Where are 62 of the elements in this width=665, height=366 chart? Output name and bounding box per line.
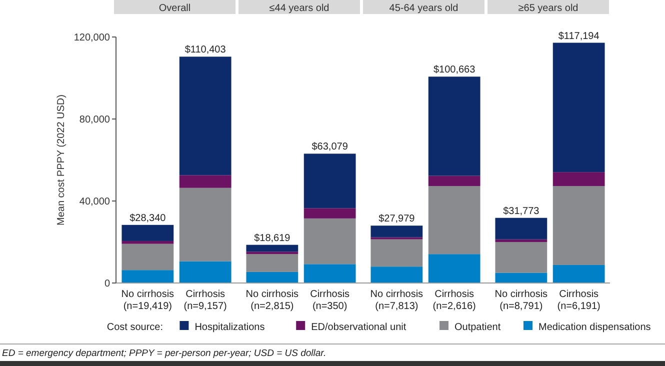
bar: [122, 244, 174, 270]
bar: [495, 239, 548, 242]
total-label: $63,079: [312, 142, 348, 153]
total-label: $117,194: [558, 30, 600, 42]
bar: [304, 264, 356, 283]
chart-title: ≥65 years old: [518, 3, 578, 14]
bar: [552, 42, 605, 172]
bar: [304, 154, 356, 208]
bar: [370, 239, 423, 267]
legend-label: ED/observational unit: [311, 322, 406, 333]
legend-label: Medication dispensations: [538, 322, 651, 333]
chart-title: ≤44 years old: [269, 3, 330, 14]
x-tick-label: No cirrhosis (n=7,813): [370, 289, 424, 312]
bar: [246, 244, 298, 252]
x-tick-label: No cirrhosis (n=2,815): [246, 289, 299, 312]
bar: [246, 254, 298, 272]
bar: [122, 224, 174, 241]
bar: [552, 264, 605, 283]
legend-label: Hospitalizations: [194, 322, 265, 333]
chart-title: Overall: [158, 3, 191, 14]
bar: [122, 240, 174, 244]
bar: [552, 172, 605, 186]
bar: [370, 226, 423, 238]
bar: [179, 261, 232, 283]
chart-title: 45-64 years old: [389, 3, 458, 14]
total-label: $27,979: [378, 214, 416, 225]
bar: [122, 270, 174, 283]
legend-title: Cost source:: [106, 322, 164, 333]
bar: [179, 56, 232, 176]
bar: [304, 208, 356, 218]
bar: [495, 272, 548, 283]
bar: [552, 186, 605, 265]
total-label: $31,773: [503, 206, 540, 217]
bar: [428, 186, 480, 254]
bar: [495, 242, 548, 273]
bar: [179, 175, 232, 188]
x-tick-label: Cirrhosis (n=2,616): [432, 289, 476, 312]
y-tick-label: 80,000: [79, 114, 110, 126]
total-label: $28,340: [130, 212, 166, 224]
total-label: $18,619: [254, 232, 291, 244]
y-tick-label: 0: [104, 278, 110, 290]
x-tick-label: No cirrhosis (n=8,791): [494, 289, 548, 312]
x-tick-label: No cirrhosis (n=19,419): [121, 289, 174, 312]
bar: [428, 76, 480, 176]
y-axis-title: Mean cost PPPY (2022 USD): [56, 94, 67, 226]
bar: [495, 218, 548, 240]
x-tick-label: Cirrhosis (n=9,157): [184, 289, 227, 312]
bar: [428, 176, 480, 186]
text: ED = emergency department; PPPY = per-person per-year; USD = US dollar.: [2, 348, 326, 359]
y-tick-label: 120,000: [74, 32, 110, 44]
bar: [246, 252, 298, 254]
x-tick-label: Cirrhosis (n=350): [310, 289, 350, 312]
bar: [428, 254, 480, 283]
x-tick-label: Cirrhosis (n=6,191): [557, 289, 600, 312]
bar: [370, 266, 423, 283]
y-tick-label: 40,000: [79, 196, 110, 208]
bar: [179, 188, 232, 262]
bar: [304, 218, 356, 264]
legend-label: Outpatient: [454, 322, 501, 333]
total-label: $110,403: [184, 44, 226, 56]
total-label: $100,663: [433, 64, 476, 76]
bar: [246, 272, 298, 283]
